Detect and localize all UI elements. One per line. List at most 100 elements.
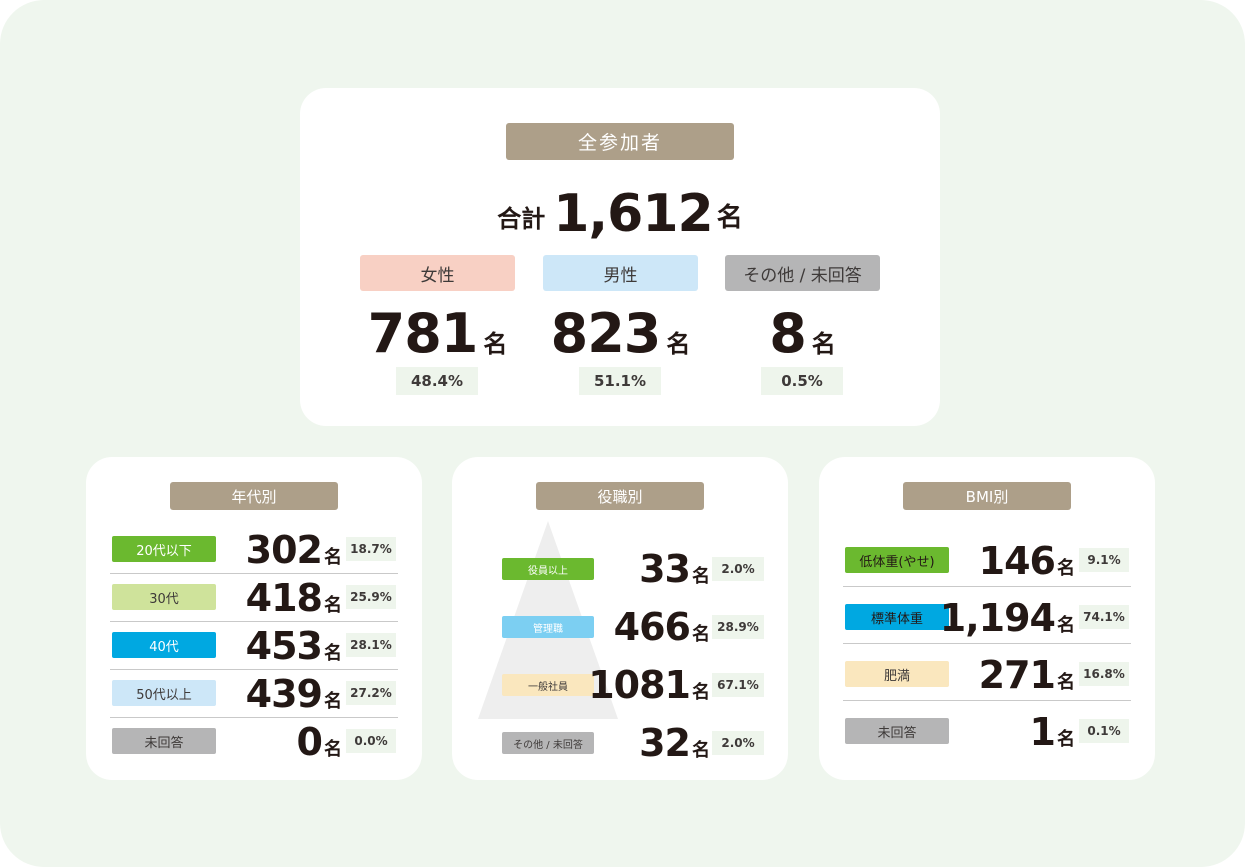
age-count: 302 名 xyxy=(220,526,342,573)
bmi-row: 未回答 1 名 0.1% xyxy=(843,706,1131,757)
total-label: 合計 xyxy=(497,205,546,233)
bmi-percent: 74.1% xyxy=(1079,605,1129,629)
age-row: 40代 453 名 28.1% xyxy=(110,622,398,670)
age-count: 439 名 xyxy=(220,670,342,717)
position-count: 1081 名 xyxy=(588,663,710,707)
age-row: 20代以下 302 名 18.7% xyxy=(110,526,398,574)
bmi-row: 肥満 271 名 16.8% xyxy=(843,649,1131,701)
overall-title: 全参加者 xyxy=(506,123,734,160)
position-value: 1081 xyxy=(588,663,691,707)
age-label: 30代 xyxy=(112,584,216,610)
gender-value: 823 xyxy=(550,302,662,365)
bmi-card: BMI別 低体重(やせ) 146 名 9.1% 標準体重 1,194 名 74.… xyxy=(819,457,1155,780)
total-value: 1,612 xyxy=(553,184,713,244)
bmi-count: 1 名 xyxy=(953,706,1075,757)
position-label: 一般社員 xyxy=(502,674,594,696)
position-percent: 67.1% xyxy=(712,673,764,697)
age-count: 418 名 xyxy=(220,574,342,621)
position-label: その他 / 未回答 xyxy=(502,732,594,754)
bmi-value: 271 xyxy=(978,652,1056,697)
bmi-row: 低体重(やせ) 146 名 9.1% xyxy=(843,535,1131,587)
gender-percent: 48.4% xyxy=(396,367,478,395)
position-title: 役職別 xyxy=(536,482,704,510)
position-unit: 名 xyxy=(692,682,710,703)
gender-label: その他 / 未回答 xyxy=(725,255,880,291)
bmi-percent: 0.1% xyxy=(1079,719,1129,743)
age-row: 未回答 0 名 0.0% xyxy=(110,718,398,765)
gender-percent: 0.5% xyxy=(761,367,843,395)
total-unit: 名 xyxy=(716,203,743,233)
age-label: 50代以上 xyxy=(112,680,216,706)
position-value: 32 xyxy=(639,721,691,765)
age-value: 418 xyxy=(245,575,323,620)
position-percent: 28.9% xyxy=(712,615,764,639)
position-percent: 2.0% xyxy=(712,731,764,755)
gender-value: 781 xyxy=(367,302,479,365)
bmi-unit: 名 xyxy=(1057,614,1075,636)
position-unit: 名 xyxy=(692,740,710,761)
position-percent: 2.0% xyxy=(712,557,764,581)
overall-total: 合計 1,612 名 xyxy=(300,172,940,242)
position-count: 466 名 xyxy=(602,605,710,649)
bmi-percent: 9.1% xyxy=(1079,548,1129,572)
bmi-count: 1,194 名 xyxy=(940,592,1075,643)
gender-percent: 51.1% xyxy=(579,367,661,395)
bmi-label: 肥満 xyxy=(845,661,949,687)
bmi-count: 146 名 xyxy=(953,535,1075,586)
age-percent: 0.0% xyxy=(346,729,396,753)
age-count: 0 名 xyxy=(220,718,342,765)
gender-other: その他 / 未回答 8 名 0.5% xyxy=(725,255,880,395)
age-row: 50代以上 439 名 27.2% xyxy=(110,670,398,718)
age-label: 20代以下 xyxy=(112,536,216,562)
age-row: 30代 418 名 25.9% xyxy=(110,574,398,622)
bmi-label: 低体重(やせ) xyxy=(845,547,949,573)
age-title: 年代別 xyxy=(170,482,338,510)
position-label: 管理職 xyxy=(502,616,594,638)
gender-count: 823 名 xyxy=(523,299,718,361)
age-card: 年代別 20代以下 302 名 18.7% 30代 418 名 25.9% 40… xyxy=(86,457,422,780)
age-unit: 名 xyxy=(324,738,342,760)
bmi-value: 1,194 xyxy=(939,595,1056,640)
gender-male: 男性 823 名 51.1% xyxy=(543,255,698,395)
age-percent: 27.2% xyxy=(346,681,396,705)
age-label: 40代 xyxy=(112,632,216,658)
bmi-percent: 16.8% xyxy=(1079,662,1129,686)
age-count: 453 名 xyxy=(220,622,342,669)
position-card: 役職別 役員以上 33 名 2.0% 管理職 466 名 28.9% 一般社員 … xyxy=(452,457,788,780)
bmi-unit: 名 xyxy=(1057,728,1075,750)
age-percent: 25.9% xyxy=(346,585,396,609)
age-label: 未回答 xyxy=(112,728,216,754)
bmi-value: 1 xyxy=(1029,709,1056,754)
gender-unit: 名 xyxy=(666,330,691,358)
position-value: 466 xyxy=(613,605,691,649)
position-count: 32 名 xyxy=(602,721,710,765)
gender-count: 781 名 xyxy=(340,299,535,361)
age-value: 0 xyxy=(296,719,323,764)
age-unit: 名 xyxy=(324,546,342,568)
gender-unit: 名 xyxy=(811,330,836,358)
bmi-label: 標準体重 xyxy=(845,604,949,630)
bmi-label: 未回答 xyxy=(845,718,949,744)
age-percent: 28.1% xyxy=(346,633,396,657)
position-value: 33 xyxy=(639,547,691,591)
overall-card: 全参加者 合計 1,612 名 女性 781 名 48.4% 男性 823 名 … xyxy=(300,88,940,426)
gender-unit: 名 xyxy=(483,330,508,358)
age-unit: 名 xyxy=(324,642,342,664)
position-label: 役員以上 xyxy=(502,558,594,580)
gender-label: 男性 xyxy=(543,255,698,291)
age-unit: 名 xyxy=(324,690,342,712)
bmi-value: 146 xyxy=(978,538,1056,583)
age-value: 439 xyxy=(245,671,323,716)
gender-value: 8 xyxy=(769,302,807,365)
bmi-row: 標準体重 1,194 名 74.1% xyxy=(843,592,1131,644)
bmi-title: BMI別 xyxy=(903,482,1071,510)
position-unit: 名 xyxy=(692,566,710,587)
gender-count: 8 名 xyxy=(705,299,900,361)
bmi-unit: 名 xyxy=(1057,557,1075,579)
position-unit: 名 xyxy=(692,624,710,645)
age-unit: 名 xyxy=(324,594,342,616)
bmi-unit: 名 xyxy=(1057,671,1075,693)
position-count: 33 名 xyxy=(602,547,710,591)
gender-female: 女性 781 名 48.4% xyxy=(360,255,515,395)
